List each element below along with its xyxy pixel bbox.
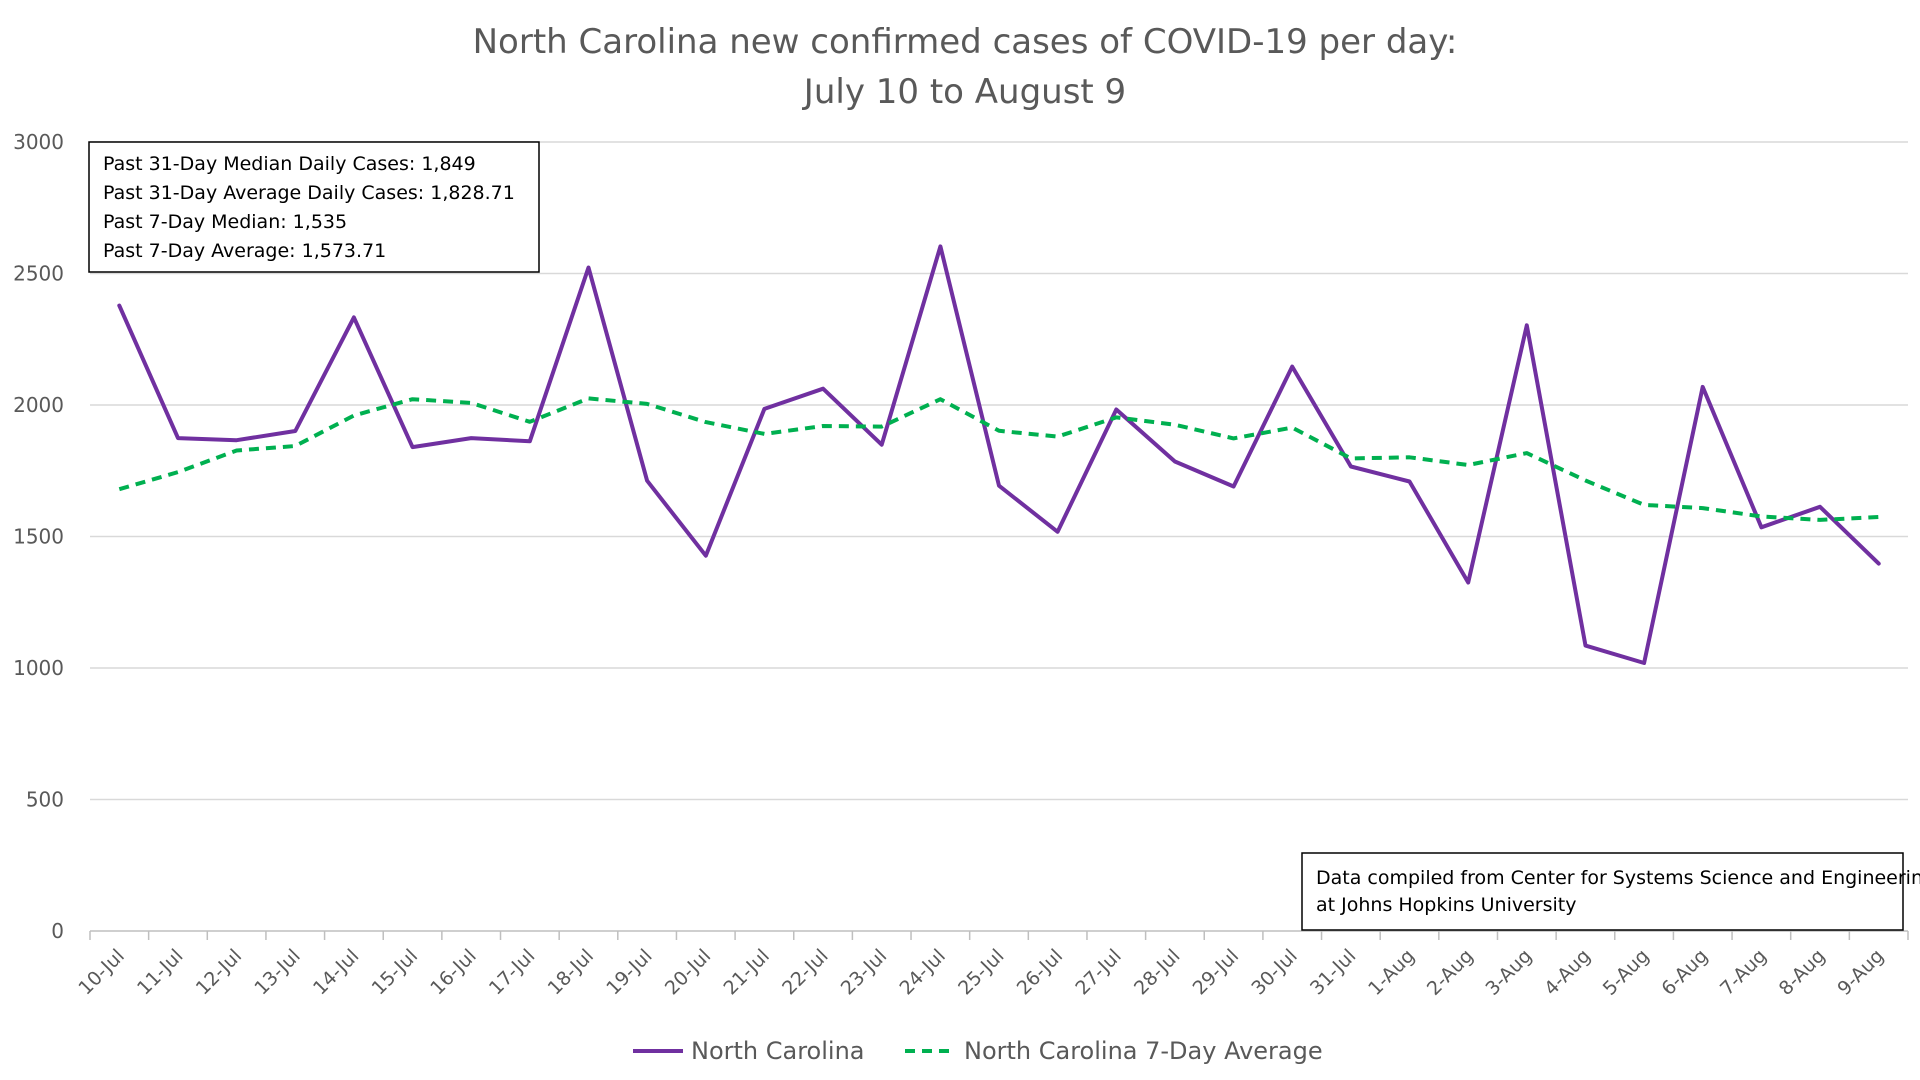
x-tick-label: 14-Jul (309, 945, 363, 999)
stats-annotation-box: Past 31-Day Median Daily Cases: 1,849 Pa… (88, 141, 540, 273)
stats-line-average-31: Past 31-Day Average Daily Cases: 1,828.7… (103, 182, 515, 204)
legend: North Carolina North Carolina 7-Day Aver… (633, 1037, 1323, 1065)
x-tick-label: 3-Aug (1481, 945, 1536, 1000)
x-tick-label: 9-Aug (1833, 945, 1888, 1000)
x-axis: 10-Jul 11-Jul 12-Jul 13-Jul 14-Jul 15-Jul 16-J… (74, 930, 1909, 1000)
x-tick-label: 1-Aug (1364, 945, 1419, 1000)
x-tick-label: 15-Jul (368, 945, 422, 999)
x-tick-label: 22-Jul (778, 945, 832, 999)
x-tick-label: 30-Jul (1247, 945, 1301, 999)
x-tick-label: 2-Aug (1423, 945, 1478, 1000)
chart-subtitle: July 10 to August 9 (802, 72, 1126, 112)
stats-line-average-7: Past 7-Day Average: 1,573.71 (103, 240, 386, 262)
series-lines (117, 244, 1881, 665)
x-tick-label: 29-Jul (1189, 945, 1243, 999)
y-axis: 0 500 1000 1500 2000 2500 3000 (13, 130, 64, 943)
series-line-north-carolina-7-day-average (118, 396, 1879, 522)
x-tick-label: 6-Aug (1657, 945, 1712, 1000)
x-tick-label: 11-Jul (133, 945, 187, 999)
x-tick-label: 4-Aug (1540, 945, 1595, 1000)
source-line-2: at Johns Hopkins University (1316, 894, 1576, 916)
legend-label-north-carolina: North Carolina (691, 1037, 865, 1065)
x-tick-label: 16-Jul (426, 945, 480, 999)
x-tick-label: 21-Jul (719, 945, 773, 999)
x-tick-label: 5-Aug (1599, 945, 1654, 1000)
y-tick-label: 1000 (13, 656, 64, 680)
x-tick-label: 27-Jul (1071, 945, 1125, 999)
x-tick-label: 10-Jul (74, 945, 128, 999)
stats-line-median-7: Past 7-Day Median: 1,535 (103, 211, 347, 233)
x-tick-label: 23-Jul (837, 945, 891, 999)
y-tick-label: 500 (26, 788, 64, 812)
x-tick-label: 20-Jul (661, 945, 715, 999)
x-tick-label: 13-Jul (250, 945, 304, 999)
x-tick-label: 8-Aug (1775, 945, 1830, 1000)
x-tick-label: 19-Jul (602, 945, 656, 999)
series-line-north-carolina (117, 244, 1881, 665)
stats-line-median-31: Past 31-Day Median Daily Cases: 1,849 (103, 153, 476, 175)
x-tick-label: 25-Jul (954, 945, 1008, 999)
y-tick-label: 3000 (13, 130, 64, 154)
chart-title: North Carolina new confirmed cases of CO… (473, 22, 1458, 62)
x-tick-label: 18-Jul (544, 945, 598, 999)
source-line-1: Data compiled from Center for Systems Sc… (1316, 867, 1920, 889)
y-tick-label: 2000 (13, 393, 64, 417)
x-tick-label: 31-Jul (1306, 945, 1360, 999)
x-tick-label: 12-Jul (192, 945, 246, 999)
x-tick-label: 24-Jul (895, 945, 949, 999)
y-tick-label: 2500 (13, 262, 64, 286)
y-tick-label: 1500 (13, 525, 64, 549)
x-tick-label: 26-Jul (1013, 945, 1067, 999)
x-tick-label: 17-Jul (485, 945, 539, 999)
legend-label-7-day-average: North Carolina 7-Day Average (964, 1037, 1323, 1065)
y-tick-label: 0 (51, 919, 64, 943)
x-tick-label: 7-Aug (1716, 945, 1771, 1000)
source-annotation-box: Data compiled from Center for Systems Sc… (1301, 852, 1920, 931)
x-tick-label: 28-Jul (1130, 945, 1184, 999)
